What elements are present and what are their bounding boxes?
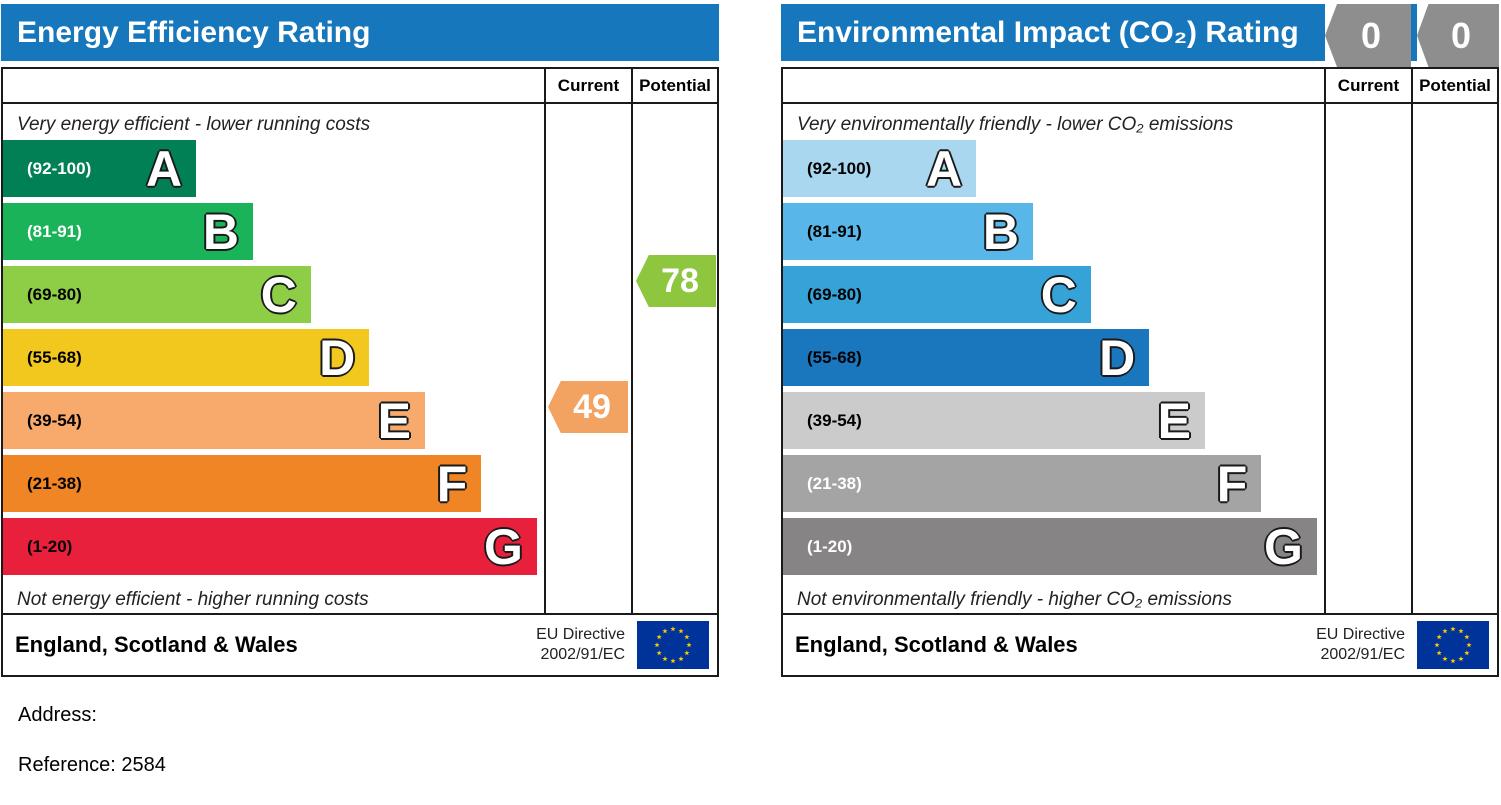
- eu-directive-label: EU Directive 2002/91/EC: [1316, 626, 1405, 663]
- band-letter: B: [202, 203, 239, 260]
- band-g: (1-20) G: [783, 518, 1317, 575]
- band-letter: E: [377, 392, 411, 449]
- band-letter: G: [1264, 518, 1303, 575]
- potential-column: 78: [631, 104, 717, 613]
- chart-title: Environmental Impact (CO₂) Rating: [797, 16, 1299, 49]
- current-zero-badge: 0: [1325, 4, 1411, 67]
- table-footer-row: England, Scotland & Wales EU Directive 2…: [783, 613, 1497, 675]
- table-body: Very environmentally friendly - lower CO…: [783, 104, 1497, 613]
- band-range-label: (69-80): [27, 284, 82, 304]
- chart-title: Energy Efficiency Rating: [17, 16, 371, 49]
- band-c: (69-80) C: [3, 266, 311, 323]
- table-header-row: Current Potential: [3, 69, 717, 104]
- band-range-label: (39-54): [807, 410, 862, 430]
- header-cell-potential: Potential: [631, 69, 717, 102]
- band-letter: D: [319, 329, 356, 386]
- band-a: (92-100) A: [3, 140, 197, 197]
- band-b: (81-91) B: [783, 203, 1033, 260]
- band-e: (39-54) E: [783, 392, 1205, 449]
- bottom-caption: Not energy efficient - higher running co…: [17, 589, 369, 610]
- band-list: (92-100) A (81-91) B (69-80) C (55-68) D (39-54)…: [3, 140, 544, 581]
- band-c: (69-80) C: [783, 266, 1091, 323]
- reference-label: Reference: 2584: [18, 754, 166, 776]
- band-a: (92-100) A: [783, 140, 977, 197]
- top-caption: Very energy efficient - lower running co…: [17, 114, 371, 135]
- table-body: Very energy efficient - lower running co…: [3, 104, 717, 613]
- potential-zero-badge: 0: [1417, 4, 1499, 67]
- band-letter: C: [1040, 266, 1077, 323]
- header-cell-empty: [3, 69, 544, 102]
- environmental-impact-chart: Environmental Impact (CO₂) Rating 0 0 Cu…: [781, 4, 1499, 677]
- band-d: (55-68) D: [783, 329, 1150, 386]
- band-list: (92-100) A (81-91) B (69-80) C (55-68) D (39-54)…: [783, 140, 1324, 581]
- band-range-label: (81-91): [807, 221, 862, 241]
- band-d: (55-68) D: [3, 329, 370, 386]
- chart-title-bar: Energy Efficiency Rating: [1, 4, 719, 61]
- band-range-label: (92-100): [807, 158, 872, 178]
- band-e: (39-54) E: [3, 392, 425, 449]
- bands-column: Very energy efficient - lower running co…: [3, 104, 544, 613]
- band-letter: F: [1216, 455, 1248, 512]
- address-label: Address:: [18, 704, 97, 726]
- potential-column: [1411, 104, 1497, 613]
- band-letter: A: [926, 140, 963, 197]
- eu-flag-icon: [637, 621, 709, 669]
- band-letter: G: [484, 518, 523, 575]
- band-range-label: (55-68): [27, 347, 82, 367]
- header-cell-potential: Potential: [1411, 69, 1497, 102]
- top-caption: Very environmentally friendly - lower CO…: [797, 114, 1234, 135]
- band-b: (81-91) B: [3, 203, 253, 260]
- eu-directive-label: EU Directive 2002/91/EC: [536, 626, 625, 663]
- band-range-label: (81-91): [27, 221, 82, 241]
- current-zero-arrow: 0: [1325, 4, 1411, 67]
- band-f: (21-38) F: [3, 455, 482, 512]
- header-cell-empty: [783, 69, 1324, 102]
- bottom-caption: Not environmentally friendly - higher CO…: [797, 589, 1232, 610]
- band-range-label: (1-20): [807, 536, 853, 556]
- band-letter: A: [146, 140, 183, 197]
- band-range-label: (92-100): [27, 158, 92, 178]
- table-footer-row: England, Scotland & Wales EU Directive 2…: [3, 613, 717, 675]
- table-header-row: Current Potential: [783, 69, 1497, 104]
- energy-efficiency-chart: Energy Efficiency Rating Current Potenti…: [1, 4, 719, 677]
- rating-table: Current Potential Very environmentally f…: [781, 67, 1499, 677]
- band-range-label: (55-68): [807, 347, 862, 367]
- band-letter: D: [1099, 329, 1136, 386]
- potential-zero-arrow: 0: [1417, 4, 1499, 67]
- band-range-label: (69-80): [807, 284, 862, 304]
- band-range-label: (1-20): [27, 536, 73, 556]
- band-letter: B: [982, 203, 1019, 260]
- band-letter: F: [436, 455, 468, 512]
- band-letter: E: [1157, 392, 1191, 449]
- current-column: [1324, 104, 1411, 613]
- band-letter: C: [260, 266, 297, 323]
- current-rating-marker: 49: [548, 381, 628, 433]
- band-range-label: (39-54): [27, 410, 82, 430]
- eu-flag-icon: [1417, 621, 1489, 669]
- region-label: England, Scotland & Wales: [15, 632, 298, 657]
- current-column: 49: [544, 104, 631, 613]
- potential-rating-marker: 78: [636, 255, 716, 307]
- region-label: England, Scotland & Wales: [795, 632, 1078, 657]
- band-f: (21-38) F: [783, 455, 1262, 512]
- bands-column: Very environmentally friendly - lower CO…: [783, 104, 1324, 613]
- rating-table: Current Potential Very energy efficient …: [1, 67, 719, 677]
- band-g: (1-20) G: [3, 518, 537, 575]
- header-cell-current: Current: [1324, 69, 1411, 102]
- band-range-label: (21-38): [27, 473, 82, 493]
- header-cell-current: Current: [544, 69, 631, 102]
- band-range-label: (21-38): [807, 473, 862, 493]
